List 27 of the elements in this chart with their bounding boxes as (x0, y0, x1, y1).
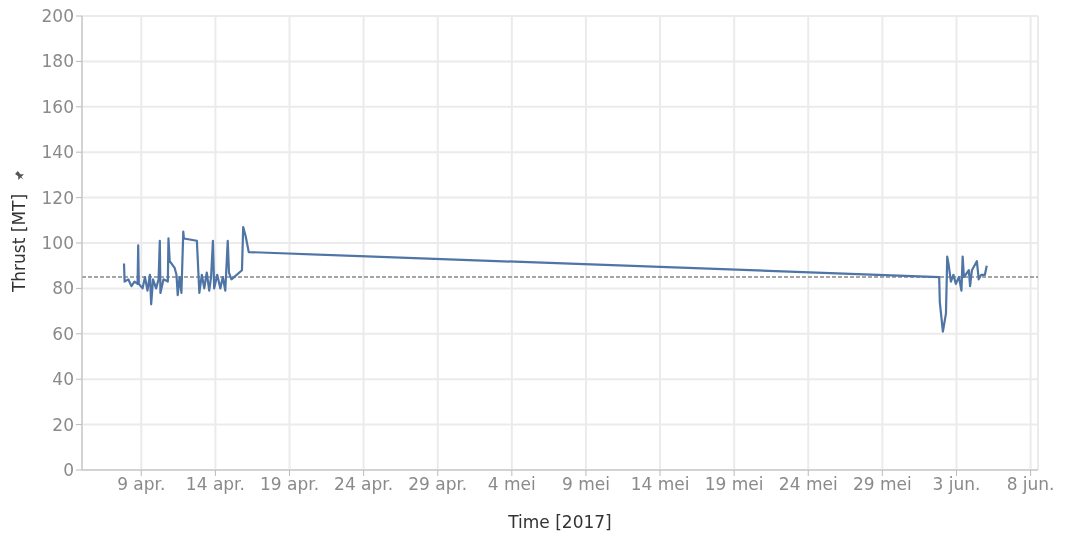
y-tick-label: 100 (41, 233, 74, 254)
y-tick-label: 20 (52, 414, 74, 435)
x-axis-title: Time [2017] (507, 512, 612, 532)
y-tick-label: 120 (41, 187, 74, 208)
y-tick-label: 60 (52, 323, 74, 344)
x-tick-label: 9 mei (561, 474, 610, 495)
line-series (122, 226, 988, 333)
y-tick-label: 140 (41, 142, 74, 163)
x-tick-label: 14 mei (630, 474, 690, 495)
y-tick-label: 40 (52, 369, 74, 390)
x-tick-label: 14 apr. (185, 474, 245, 495)
y-tick-label: 0 (63, 460, 74, 481)
x-tick-label: 19 mei (704, 474, 764, 495)
x-tick-label: 29 apr. (408, 474, 468, 495)
x-tick-label: 29 mei (852, 474, 912, 495)
y-axis-title: Thrust [MT] (9, 193, 29, 294)
x-tick-label: 9 apr. (117, 474, 166, 495)
x-tick-label: 8 jun. (1006, 474, 1055, 495)
y-tick-label: 80 (52, 278, 74, 299)
x-tick-label: 19 apr. (259, 474, 320, 495)
x-tick-label: 3 jun. (932, 474, 981, 495)
x-tick-label: 24 mei (778, 474, 838, 495)
y-tick-label: 180 (41, 51, 74, 72)
y-tick-label: 200 (41, 6, 74, 27)
x-tick-label: 24 apr. (334, 474, 394, 495)
x-tick-label: 4 mei (487, 474, 536, 495)
y-tick-label: 160 (41, 96, 74, 117)
